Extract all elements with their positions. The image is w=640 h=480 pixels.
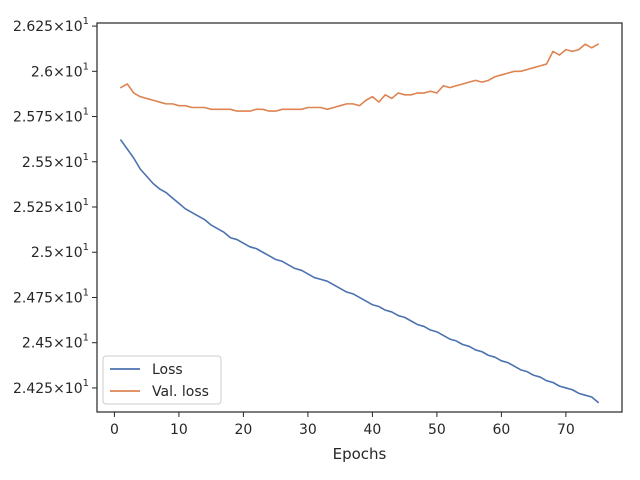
y-axis: 2.425×1012.45×1012.475×1012.5×1012.525×1… xyxy=(13,16,97,397)
y-tick-times: ×10 xyxy=(53,381,83,397)
y-tick-mantissa: 2.625 xyxy=(13,19,53,35)
y-tick-times: ×10 xyxy=(53,110,83,126)
y-tick-mantissa: 2.55 xyxy=(22,155,53,171)
y-tick-mantissa: 2.425 xyxy=(13,381,53,397)
y-tick-times: ×10 xyxy=(53,19,83,35)
y-tick-times: ×10 xyxy=(53,200,83,216)
y-tick-exponent: 1 xyxy=(83,107,89,118)
axes-frame xyxy=(96,22,623,413)
y-tick-mantissa: 2.45 xyxy=(22,336,53,352)
legend-label: Loss xyxy=(152,362,183,378)
x-axis-label: Epochs xyxy=(333,445,387,463)
y-tick-label: 2.6×101 xyxy=(31,61,89,80)
y-tick-times: ×10 xyxy=(53,245,83,261)
x-tick-label: 50 xyxy=(428,422,446,438)
legend: Loss Val. loss xyxy=(102,355,222,405)
y-tick-label: 2.475×101 xyxy=(13,287,89,306)
y-tick-times: ×10 xyxy=(53,290,83,306)
y-tick-mantissa: 2.525 xyxy=(13,200,53,216)
y-tick-mantissa: 2.6 xyxy=(31,64,53,80)
legend-label: Val. loss xyxy=(152,384,209,400)
y-tick-exponent: 1 xyxy=(83,287,89,298)
y-tick-label: 2.45×101 xyxy=(22,333,89,352)
y-tick-exponent: 1 xyxy=(83,16,89,27)
x-axis: 0 10 20 30 40 50 60 70 xyxy=(110,412,575,438)
y-tick-mantissa: 2.575 xyxy=(13,110,53,126)
legend-box xyxy=(102,355,222,405)
y-tick-mantissa: 2.5 xyxy=(31,245,53,261)
y-tick-exponent: 1 xyxy=(83,242,89,253)
x-tick-label: 20 xyxy=(234,422,252,438)
y-tick-exponent: 1 xyxy=(83,61,89,72)
y-tick-label: 2.5×101 xyxy=(31,242,89,261)
y-tick-label: 2.625×101 xyxy=(13,16,89,35)
y-tick-mantissa: 2.475 xyxy=(13,290,53,306)
x-tick-label: 60 xyxy=(492,422,510,438)
y-tick-exponent: 1 xyxy=(83,378,89,389)
y-tick-times: ×10 xyxy=(53,64,83,80)
x-tick-label: 70 xyxy=(557,422,575,438)
y-tick-exponent: 1 xyxy=(83,152,89,163)
y-tick-label: 2.55×101 xyxy=(22,152,89,171)
y-tick-label: 2.425×101 xyxy=(13,378,89,397)
x-tick-label: 30 xyxy=(299,422,317,438)
y-tick-exponent: 1 xyxy=(83,333,89,344)
y-tick-label: 2.575×101 xyxy=(13,107,89,126)
series-line-val-loss xyxy=(120,43,599,112)
series-layer xyxy=(120,43,599,404)
y-tick-exponent: 1 xyxy=(83,197,89,208)
series-line-loss xyxy=(120,139,599,404)
x-tick-label: 10 xyxy=(170,422,188,438)
y-tick-label: 2.525×101 xyxy=(13,197,89,216)
x-tick-label: 0 xyxy=(110,422,119,438)
y-tick-times: ×10 xyxy=(53,155,83,171)
y-tick-times: ×10 xyxy=(53,336,83,352)
x-tick-label: 40 xyxy=(363,422,381,438)
